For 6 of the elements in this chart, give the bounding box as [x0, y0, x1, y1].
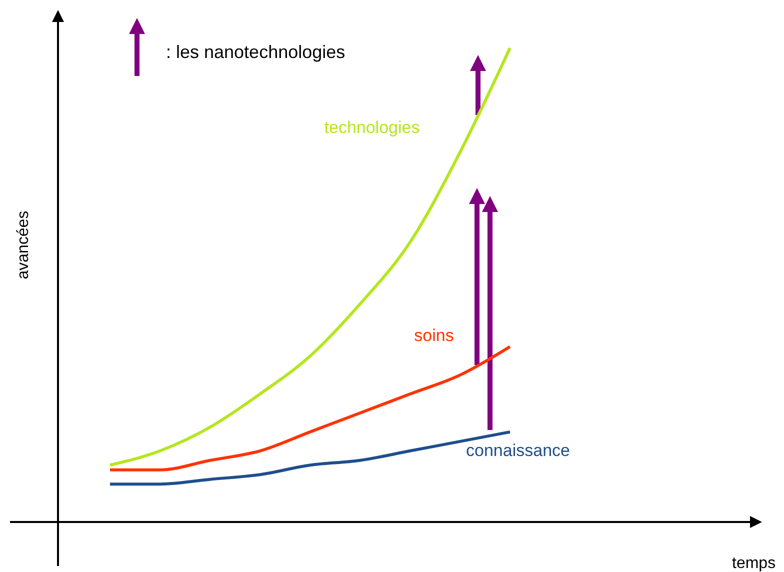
- y-axis-title: avancées: [15, 210, 32, 280]
- annotation: : les nanotechnologies: [166, 42, 346, 62]
- series-label: soins: [414, 326, 454, 345]
- series-label: connaissance: [466, 441, 570, 460]
- text: temps: [732, 555, 776, 572]
- text: technologies: [324, 118, 420, 137]
